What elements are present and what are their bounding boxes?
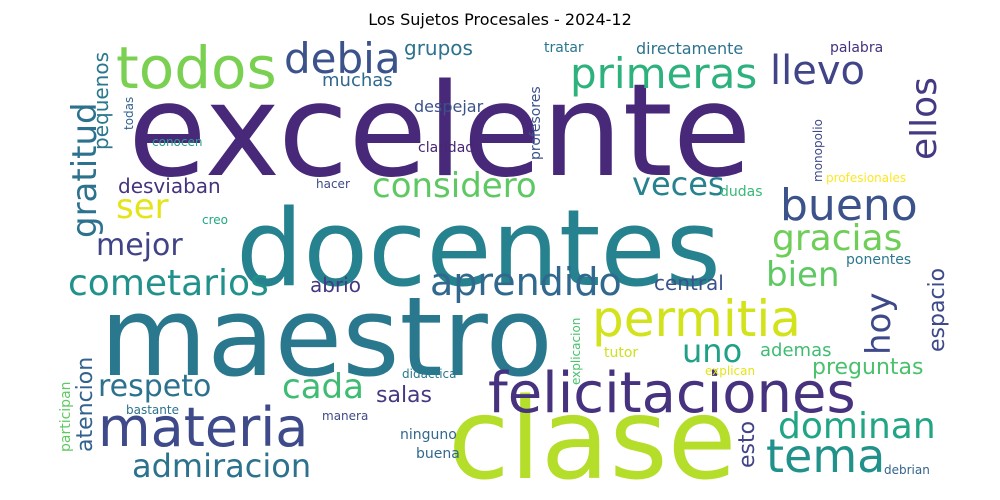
word-directamente: directamente xyxy=(636,39,743,58)
word-pequenos: pequenos xyxy=(89,52,113,150)
word-palabra: palabra xyxy=(830,40,883,56)
word-mejor: mejor xyxy=(96,228,183,263)
word-ser: ser xyxy=(116,187,169,227)
word-bueno: bueno xyxy=(780,180,918,231)
word-ellos: ellos xyxy=(904,77,945,160)
word-ninguno: ninguno xyxy=(400,427,457,443)
word-central: central xyxy=(654,271,724,295)
word-debrian: debrian xyxy=(884,463,930,477)
word-permitia: permitia xyxy=(592,290,801,348)
word-profesionales: profesionales xyxy=(826,171,906,185)
word-grupos: grupos xyxy=(404,36,473,60)
word-espacio: espacio xyxy=(925,268,950,352)
word-gracias: gracias xyxy=(772,218,902,259)
word-muchas: muchas xyxy=(322,70,393,91)
word-clase: clase xyxy=(448,375,737,500)
word-despejar: despejar xyxy=(414,97,484,116)
word-tratar: tratar xyxy=(544,40,584,56)
word-dominan: dominan xyxy=(778,406,936,447)
word-manera: manera xyxy=(322,409,368,423)
word-todos: todos xyxy=(116,34,277,102)
word-dudas: dudas xyxy=(720,184,763,200)
word-todas: todas xyxy=(122,97,136,130)
word-excelente: excelente xyxy=(128,57,752,206)
word-docentes: docentes xyxy=(236,187,721,310)
word-conocen: conocen xyxy=(152,135,202,149)
word-tutor: tutor xyxy=(604,345,638,361)
word-salas: salas xyxy=(376,383,432,408)
word-veces: veces xyxy=(632,165,725,203)
word-ponentes: ponentes xyxy=(846,252,911,268)
word-respeto: respeto xyxy=(98,369,211,404)
word-atencion: atencion xyxy=(73,357,98,452)
word-considero: considero xyxy=(372,166,537,206)
word-primeras: primeras xyxy=(570,49,757,98)
word-bastante: bastante xyxy=(126,403,179,417)
word-uno: uno xyxy=(682,332,742,370)
word-creo: creo xyxy=(202,213,228,227)
word-felicitaciones: felicitaciones xyxy=(488,361,856,426)
word-bien: bien xyxy=(766,255,840,295)
word-maestro: maestro xyxy=(100,273,553,401)
word-explicacion: explicacion xyxy=(569,318,583,385)
word-cada: cada xyxy=(282,367,364,407)
word-esto: esto xyxy=(735,421,760,468)
word-hacer: hacer xyxy=(316,177,350,191)
word-preguntas: preguntas xyxy=(812,355,923,380)
chart-title: Los Sujetos Procesales - 2024-12 xyxy=(368,10,632,29)
word-ademas: ademas xyxy=(760,340,831,361)
word-aprendido: aprendido xyxy=(430,260,622,304)
word-materia: materia xyxy=(98,396,308,459)
word-didactica: didactica xyxy=(402,367,457,381)
word-abrio: abrio xyxy=(310,273,361,297)
word-debia: debia xyxy=(284,34,401,83)
word-claridad: claridad xyxy=(418,140,474,156)
word-llevo: llevo xyxy=(770,48,865,94)
word-cometarios: cometarios xyxy=(68,263,269,304)
word-admiracion: admiracion xyxy=(132,447,311,485)
word-buena: buena xyxy=(416,446,460,462)
word-explican: explican xyxy=(705,364,755,378)
word-profesores: profesores xyxy=(528,86,544,160)
word-participan: participan xyxy=(58,381,74,452)
word-monopolio: monopolio xyxy=(811,119,825,182)
word-desviaban: desviaban xyxy=(118,174,221,198)
word-gratitud: gratitud xyxy=(65,102,105,238)
word-hoy: hoy xyxy=(859,293,899,355)
word-tema: tema xyxy=(766,429,885,483)
